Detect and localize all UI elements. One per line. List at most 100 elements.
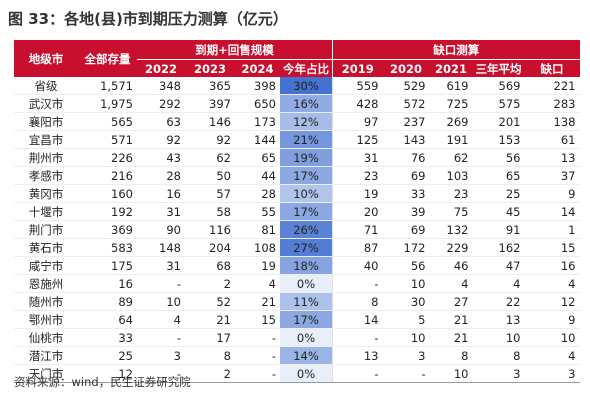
table-cell: 221 bbox=[524, 77, 580, 95]
table-cell: 10% bbox=[280, 184, 333, 203]
table-cell: 8 bbox=[472, 346, 525, 365]
table-cell: 33 bbox=[382, 184, 430, 203]
table-cell: 21 bbox=[185, 310, 235, 329]
table-cell: 14 bbox=[524, 202, 580, 221]
table-cell: 571 bbox=[78, 130, 137, 149]
table-cell: 269 bbox=[429, 112, 473, 131]
column-header: 2022 bbox=[137, 59, 185, 77]
table-cell: 1,975 bbox=[78, 94, 137, 113]
table-cell: 16% bbox=[280, 94, 333, 113]
table-cell: 87 bbox=[332, 238, 383, 257]
table-cell: 16 bbox=[137, 184, 185, 203]
table-cell: 12 bbox=[78, 364, 137, 383]
table-cell: 569 bbox=[472, 77, 525, 95]
table-cell: 12 bbox=[524, 292, 580, 311]
table-row: 十堰市 192 31 58 55 17% 20 39 75 45 14 bbox=[14, 202, 580, 221]
table-cell: 37 bbox=[524, 166, 580, 185]
table-cell: 16 bbox=[524, 256, 580, 275]
row-label: 宜昌市 bbox=[14, 130, 78, 149]
table-cell: 89 bbox=[78, 292, 137, 311]
table-cell: 25 bbox=[78, 346, 137, 365]
table-cell: 69 bbox=[382, 220, 430, 239]
table-cell: 19 bbox=[332, 184, 383, 203]
table-cell: 71 bbox=[332, 220, 383, 239]
table-cell: 81 bbox=[235, 220, 280, 239]
row-label: 鄂州市 bbox=[14, 310, 78, 329]
row-label: 随州市 bbox=[14, 292, 78, 311]
table-cell: 348 bbox=[137, 77, 185, 95]
table-cell: 69 bbox=[382, 166, 430, 185]
column-header: 全部存量 bbox=[78, 40, 137, 77]
table-cell: 62 bbox=[429, 148, 473, 167]
table-row: 鄂州市 64 4 21 15 17% 14 5 21 13 9 bbox=[14, 310, 580, 329]
table-cell: 17% bbox=[280, 166, 333, 185]
table-cell: 10 bbox=[524, 328, 580, 347]
table-cell: 3 bbox=[382, 346, 430, 365]
table-row: 省级 1,571 348 365 398 30% 559 529 619 569 221 bbox=[14, 77, 580, 95]
table-cell: 92 bbox=[137, 130, 185, 149]
table-cell: 21% bbox=[280, 130, 333, 149]
table-cell: 650 bbox=[235, 94, 280, 113]
row-label: 仙桃市 bbox=[14, 328, 78, 347]
table-cell: 3 bbox=[524, 364, 580, 383]
table-cell: 31 bbox=[137, 202, 185, 221]
table-cell: 583 bbox=[78, 238, 137, 257]
column-header: 2023 bbox=[185, 59, 235, 77]
table-cell: 8 bbox=[429, 346, 473, 365]
table-cell: 17 bbox=[185, 328, 235, 347]
column-header: 2019 bbox=[332, 59, 383, 77]
table-cell: 57 bbox=[185, 184, 235, 203]
table-cell: 58 bbox=[185, 202, 235, 221]
column-header: 今年占比 bbox=[280, 59, 333, 77]
table-row: 孝感市 216 28 50 44 17% 23 69 103 65 37 bbox=[14, 166, 580, 185]
row-label: 黄石市 bbox=[14, 238, 78, 257]
table-cell: 91 bbox=[472, 220, 525, 239]
table-cell: 10 bbox=[429, 364, 473, 383]
table-cell: 52 bbox=[185, 292, 235, 311]
table-cell: 138 bbox=[524, 112, 580, 131]
table-cell: 44 bbox=[235, 166, 280, 185]
row-label: 黄冈市 bbox=[14, 184, 78, 203]
table-cell: 62 bbox=[185, 148, 235, 167]
group-header: 到期+回售规模 bbox=[137, 40, 333, 60]
table-row: 宜昌市 571 92 92 144 21% 125 143 191 153 61 bbox=[14, 130, 580, 149]
table-cell: - bbox=[382, 364, 430, 383]
table-row: 天门市 12-2-0% - -10 3 3 bbox=[14, 364, 580, 383]
table-cell: 192 bbox=[78, 202, 137, 221]
table-cell: 204 bbox=[185, 238, 235, 257]
table-cell: 175 bbox=[78, 256, 137, 275]
table-cell: 56 bbox=[472, 148, 525, 167]
table-cell: 76 bbox=[382, 148, 430, 167]
figure-title: 图 33：各地(县)市到期压力测算（亿元） bbox=[8, 10, 288, 28]
table-cell: 1 bbox=[524, 220, 580, 239]
table-cell: 23 bbox=[332, 166, 383, 185]
table-cell: 30 bbox=[382, 292, 430, 311]
table-cell: 19 bbox=[235, 256, 280, 275]
table-cell: 25 bbox=[472, 184, 525, 203]
table-row: 恩施州 16-2 4 0% -10 4 4 4 bbox=[14, 274, 580, 293]
table-row: 荆门市 369 90 116 81 26% 71 69 132 91 1 bbox=[14, 220, 580, 239]
table-cell: 13 bbox=[524, 148, 580, 167]
table-cell: 9 bbox=[524, 184, 580, 203]
table-cell: 116 bbox=[185, 220, 235, 239]
table-cell: 146 bbox=[185, 112, 235, 131]
table-cell: - bbox=[235, 346, 280, 365]
table-row: 咸宁市 175 31 68 19 18% 40 56 46 47 16 bbox=[14, 256, 580, 275]
header-row: 2022 2023 2024 今年占比 2019 2020 2021 三年平均 缺口 bbox=[14, 59, 580, 77]
table-row: 黄冈市 160 16 57 28 10% 19 33 23 25 9 bbox=[14, 184, 580, 203]
table-cell: 144 bbox=[235, 130, 280, 149]
table-cell: - bbox=[332, 328, 383, 347]
table-cell: 56 bbox=[382, 256, 430, 275]
table-cell: 14 bbox=[332, 310, 383, 329]
table-cell: 2 bbox=[185, 364, 235, 383]
table-cell: 13 bbox=[472, 310, 525, 329]
table-cell: 23 bbox=[429, 184, 473, 203]
table-row: 随州市 89 10 52 21 11% 8 30 27 22 12 bbox=[14, 292, 580, 311]
table-cell: 10 bbox=[137, 292, 185, 311]
table-cell: 16 bbox=[78, 274, 137, 293]
table-cell: 27% bbox=[280, 238, 333, 257]
table-cell: 17% bbox=[280, 310, 333, 329]
table-cell: 2 bbox=[185, 274, 235, 293]
table-cell: 22 bbox=[472, 292, 525, 311]
